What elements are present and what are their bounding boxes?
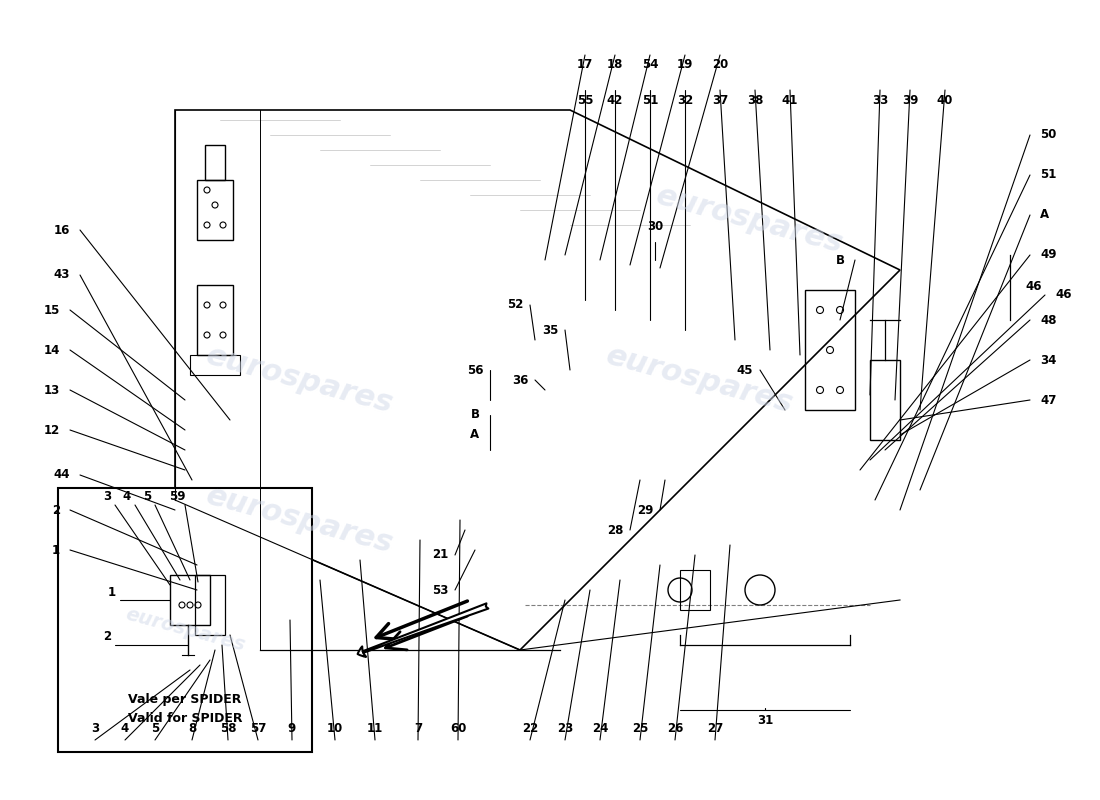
Text: 7: 7 [414,722,422,734]
Text: 35: 35 [542,323,558,337]
Text: 31: 31 [757,714,773,726]
Text: 29: 29 [637,503,653,517]
Text: A: A [1040,209,1049,222]
Text: 47: 47 [1040,394,1056,406]
Text: 56: 56 [466,363,483,377]
Text: Valid for SPIDER: Valid for SPIDER [128,711,242,725]
Text: 39: 39 [902,94,918,106]
Text: 58: 58 [220,722,236,734]
Text: 4: 4 [121,722,129,734]
Text: 9: 9 [288,722,296,734]
Text: 12: 12 [44,423,60,437]
Bar [805,290,855,410]
Text: 10: 10 [327,722,343,734]
Text: 51: 51 [641,94,658,106]
Text: 2: 2 [103,630,111,643]
Text: 26: 26 [667,722,683,734]
Text: 57: 57 [250,722,266,734]
Bar [190,355,240,375]
Text: 42: 42 [607,94,624,106]
Text: 1: 1 [108,586,117,598]
Text: eurospares: eurospares [123,605,248,655]
Bar [197,180,233,240]
Text: 5: 5 [151,722,160,734]
Text: 28: 28 [607,523,624,537]
Text: 30: 30 [647,220,663,233]
Text: 16: 16 [54,223,70,237]
Text: 24: 24 [592,722,608,734]
Text: 4: 4 [123,490,131,503]
Text: eurospares: eurospares [204,341,397,419]
Text: 33: 33 [872,94,888,106]
Text: 23: 23 [557,722,573,734]
Text: 51: 51 [1040,169,1056,182]
Text: 45: 45 [737,363,754,377]
Text: 41: 41 [782,94,799,106]
Text: 1: 1 [52,543,60,557]
Text: B: B [836,254,845,266]
Text: 14: 14 [44,343,60,357]
Bar [680,570,710,610]
Text: Vale per SPIDER: Vale per SPIDER [129,694,242,706]
Text: 37: 37 [712,94,728,106]
Text: 20: 20 [712,58,728,71]
Text: 49: 49 [1040,249,1056,262]
Text: 60: 60 [450,722,466,734]
Text: 3: 3 [103,490,111,503]
Text: 46: 46 [1055,289,1071,302]
Text: 43: 43 [54,269,70,282]
Text: 22: 22 [521,722,538,734]
Text: 50: 50 [1040,129,1056,142]
Text: 11: 11 [367,722,383,734]
Bar [195,575,226,635]
Text: 40: 40 [937,94,954,106]
Text: 48: 48 [1040,314,1056,326]
Text: 13: 13 [44,383,60,397]
Text: 54: 54 [641,58,658,71]
Text: eurospares: eurospares [603,341,796,419]
Text: 18: 18 [607,58,624,71]
Text: 59: 59 [168,490,185,503]
FancyBboxPatch shape [58,488,312,752]
Text: 2: 2 [52,503,60,517]
Text: 55: 55 [576,94,593,106]
Text: B: B [471,409,480,422]
Text: 17: 17 [576,58,593,71]
Text: 3: 3 [91,722,99,734]
Text: 34: 34 [1040,354,1056,366]
Text: 25: 25 [631,722,648,734]
Bar [197,285,233,355]
Text: A: A [471,429,480,442]
Text: 44: 44 [54,469,70,482]
FancyArrowPatch shape [385,616,468,650]
Text: 32: 32 [676,94,693,106]
Text: eurospares: eurospares [204,481,397,559]
Text: 36: 36 [512,374,528,386]
Text: 38: 38 [747,94,763,106]
Text: 5: 5 [143,490,151,503]
Text: 15: 15 [44,303,60,317]
Text: 8: 8 [188,722,196,734]
Bar [870,360,900,440]
Text: 53: 53 [432,583,448,597]
Text: 46: 46 [1025,281,1042,294]
Text: 52: 52 [507,298,524,311]
Text: 27: 27 [707,722,723,734]
Text: 19: 19 [676,58,693,71]
Bar [170,575,210,625]
Text: eurospares: eurospares [653,181,847,259]
Bar [205,145,225,180]
Text: 21: 21 [432,549,448,562]
